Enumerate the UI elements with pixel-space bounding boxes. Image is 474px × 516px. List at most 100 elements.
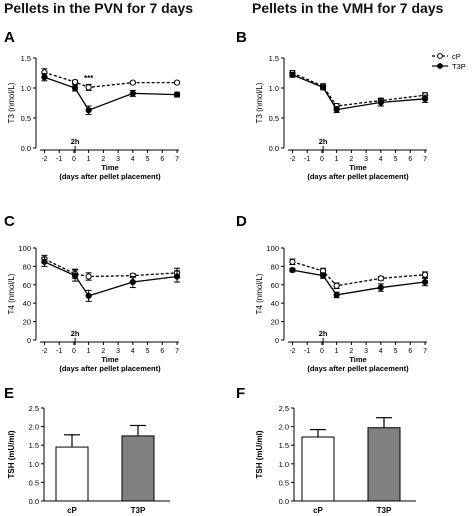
x-tick-label: 4	[379, 348, 383, 355]
y-tick-label: 0	[27, 336, 31, 345]
y-axis-label: T3 (nmol/L)	[255, 82, 264, 123]
x-tick-label: 1	[87, 156, 91, 163]
data-point-t3p	[129, 90, 136, 97]
x-axis-label: Time	[101, 163, 118, 172]
legend-label-cp: cP	[452, 52, 461, 61]
panel-f: F 0.0 0.5 1.0 1.5 2.0 2.5 TSH (mU/ml) cP T3P	[236, 385, 416, 515]
x-axis-sublabel: (days after pellet placement)	[307, 364, 409, 373]
panel-a: A 0.0 0.5 1.0 1.5 T3 (nmol/L) -2 -1 0 1 2 3 4 5 6 7 2h Ti…	[4, 29, 181, 181]
x-tick-label: 0	[320, 156, 324, 163]
data-point-t3p	[173, 273, 181, 280]
column-title-vmh: Pellets in the VMH for 7 days	[252, 0, 444, 16]
data-point-t3p	[333, 291, 340, 299]
data-point-cp	[129, 79, 136, 86]
panel-label: E	[4, 385, 14, 402]
panel-label: D	[236, 213, 247, 230]
x-tick-label: 5	[146, 156, 150, 163]
bar-cp	[55, 446, 89, 502]
x-tick-label: 0	[320, 348, 324, 355]
y-axis-label: TSH (mU/ml)	[255, 430, 264, 478]
panel-label: B	[236, 29, 247, 46]
x-tick-label: -2	[41, 348, 47, 355]
x-tick-label: -2	[289, 348, 295, 355]
x-tick-label: 5	[146, 348, 150, 355]
data-point-cp	[377, 275, 384, 282]
y-tick-label: 80	[23, 262, 31, 271]
y-tick-label: 1.0	[21, 84, 31, 93]
y-tick-label: 0.0	[279, 497, 289, 506]
x-tick-label: -2	[289, 156, 295, 163]
data-point-cp	[333, 282, 340, 289]
y-tick-label: 2.5	[279, 404, 289, 413]
panel-e: E 0.0 0.5 1.0 1.5 2.0 2.5 TSH (mU/ml) cP T3P	[4, 385, 170, 515]
x-tick-label: 7	[175, 348, 179, 355]
x-tick-label: 7	[423, 156, 427, 163]
x-tick-label: 3	[116, 156, 120, 163]
x-tick-label: 1	[335, 348, 339, 355]
series-line-t3p	[44, 261, 178, 297]
data-point-t3p	[85, 292, 92, 299]
data-point-t3p	[319, 84, 327, 91]
x-tick-label: 3	[364, 348, 368, 355]
y-tick-label: 40	[271, 299, 279, 308]
marker-label: 2h	[319, 137, 328, 146]
legend-marker-cp	[437, 53, 443, 59]
category-label: cP	[313, 506, 323, 515]
y-tick-label: 1.0	[279, 460, 289, 469]
y-tick-label: 2.0	[279, 423, 289, 432]
y-tick-label: 0	[275, 336, 279, 345]
significance-annotation: ***	[84, 74, 94, 83]
y-tick-label: 0.0	[21, 144, 31, 153]
y-axis-label: T3 (nmol/L)	[7, 82, 16, 123]
legend-marker-t3p	[437, 63, 443, 69]
data-point-t3p	[129, 278, 136, 286]
series-line-t3p	[292, 74, 426, 111]
y-tick-label: 20	[271, 318, 279, 327]
y-tick-label: 1.5	[29, 441, 39, 450]
x-tick-label: -1	[304, 348, 310, 355]
category-label: T3P	[131, 506, 146, 515]
data-point-t3p	[319, 272, 327, 279]
data-point-t3p	[173, 91, 181, 98]
x-tick-label: 0	[72, 348, 76, 355]
marker-label: 2h	[71, 137, 80, 146]
x-axis-label: Time	[349, 163, 366, 172]
y-tick-label: 100	[18, 244, 31, 253]
x-tick-label: 4	[131, 348, 135, 355]
y-axis-label: T4 (nmol/L)	[7, 273, 16, 314]
x-tick-label: 3	[116, 348, 120, 355]
y-tick-label: 0.5	[21, 114, 31, 123]
y-tick-label: 0.5	[269, 114, 279, 123]
y-tick-label: 20	[23, 318, 31, 327]
x-tick-label: 6	[408, 348, 412, 355]
x-tick-label: -1	[56, 156, 62, 163]
y-tick-label: 0.5	[29, 478, 39, 487]
y-tick-label: 2.0	[29, 423, 39, 432]
data-point-cp	[71, 78, 79, 86]
x-tick-label: 6	[408, 156, 412, 163]
data-point-cp	[421, 271, 429, 278]
x-axis-label: Time	[349, 355, 366, 364]
x-tick-label: 7	[175, 156, 179, 163]
x-tick-label: 4	[131, 156, 135, 163]
data-point-t3p	[41, 258, 48, 265]
x-axis-label: Time	[101, 355, 118, 364]
x-tick-label: 6	[160, 348, 164, 355]
x-tick-label: 4	[379, 156, 383, 163]
y-tick-label: 60	[271, 281, 279, 290]
data-point-cp	[85, 84, 92, 91]
data-point-t3p	[71, 272, 79, 279]
x-tick-label: 2	[349, 156, 353, 163]
x-tick-label: 0	[72, 156, 76, 163]
panel-label: A	[4, 29, 15, 46]
category-label: cP	[67, 506, 77, 515]
x-tick-label: -2	[41, 156, 47, 163]
x-tick-label: 6	[160, 156, 164, 163]
marker-label: 2h	[319, 329, 328, 338]
x-tick-label: 5	[394, 156, 398, 163]
y-tick-label: 40	[23, 299, 31, 308]
series-line-cp	[44, 258, 178, 278]
marker-label: 2h	[71, 329, 80, 338]
x-axis-sublabel: (days after pellet placement)	[59, 172, 161, 181]
